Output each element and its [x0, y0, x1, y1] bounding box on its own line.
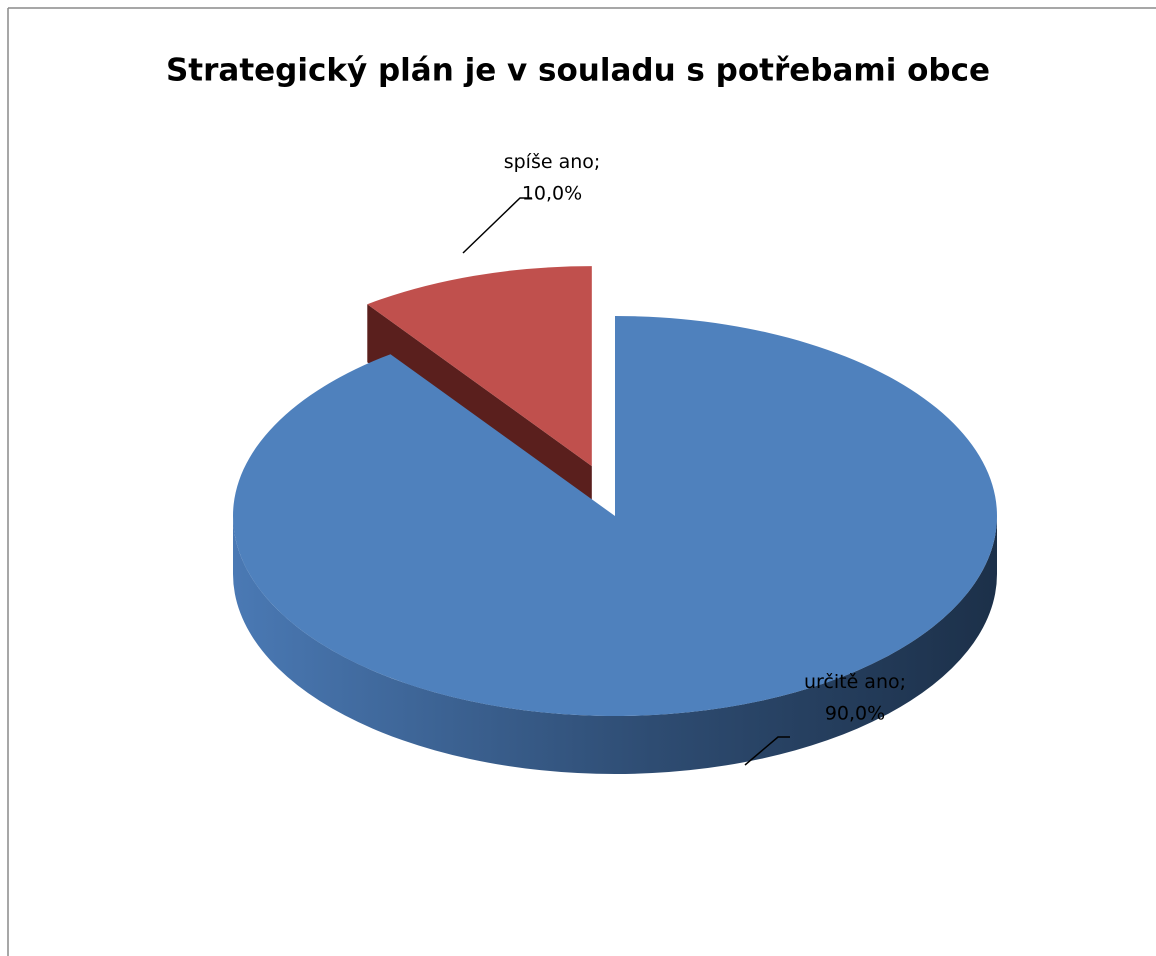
label-separator: ;: [900, 671, 906, 693]
pie-slice: [233, 316, 998, 716]
leader-line: [744, 736, 790, 766]
pie-side: [233, 516, 997, 774]
leader-line: [462, 197, 532, 254]
data-label-category: spíše ano;: [504, 151, 601, 173]
category-name: spíše ano: [504, 151, 594, 173]
pie-slice: [367, 266, 592, 467]
data-label-value: 10,0%: [522, 183, 582, 205]
data-label-value: 90,0%: [825, 703, 885, 725]
label-separator: ;: [594, 151, 600, 173]
data-label-category: určitě ano;: [804, 671, 906, 693]
chart-title: Strategický plán je v souladu s potřebam…: [166, 53, 990, 89]
category-name: určitě ano: [804, 671, 900, 693]
